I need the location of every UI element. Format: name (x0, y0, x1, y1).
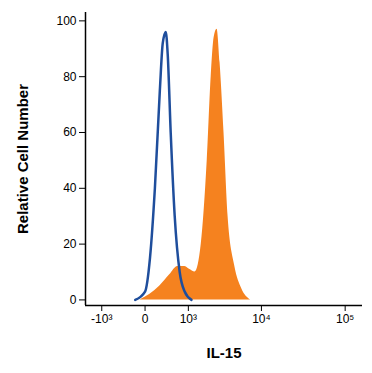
svg-text:80: 80 (63, 70, 77, 84)
svg-text:IL-15: IL-15 (206, 344, 241, 361)
svg-text:40: 40 (63, 181, 77, 195)
svg-text:Relative Cell Number: Relative Cell Number (14, 84, 31, 234)
svg-text:100: 100 (56, 14, 76, 28)
svg-text:0: 0 (142, 312, 149, 326)
svg-text:20: 20 (63, 237, 77, 251)
svg-text:60: 60 (63, 125, 77, 139)
svg-text:0: 0 (70, 293, 77, 307)
svg-text:-10³: -10³ (91, 312, 112, 326)
svg-text:10⁴: 10⁴ (252, 312, 271, 326)
svg-text:10³: 10³ (180, 312, 197, 326)
svg-text:10⁵: 10⁵ (336, 312, 354, 326)
